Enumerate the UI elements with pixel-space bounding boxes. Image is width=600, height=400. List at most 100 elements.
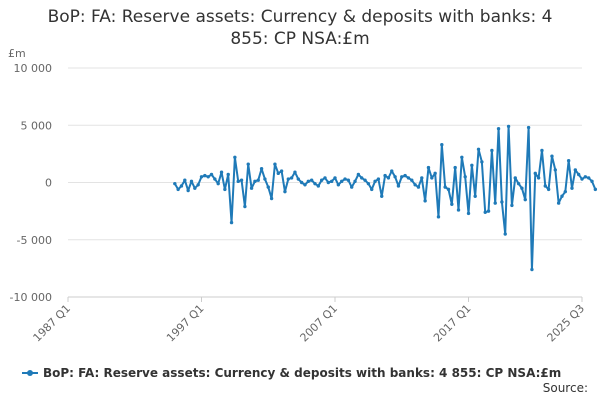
data-point[interactable] [573, 168, 578, 172]
data-point[interactable] [516, 181, 521, 186]
data-point[interactable] [543, 184, 547, 188]
data-point[interactable] [233, 155, 237, 160]
data-point[interactable] [239, 178, 244, 182]
data-point[interactable] [436, 215, 441, 219]
data-point[interactable] [446, 187, 451, 192]
data-point[interactable] [219, 170, 224, 174]
data-point[interactable] [339, 179, 344, 184]
data-point[interactable] [309, 178, 314, 182]
data-point[interactable] [473, 194, 477, 198]
data-point[interactable] [353, 179, 357, 184]
data-point[interactable] [236, 179, 240, 184]
data-point[interactable] [249, 186, 254, 190]
data-point[interactable] [510, 203, 514, 208]
data-point[interactable] [263, 177, 267, 181]
data-point[interactable] [256, 178, 260, 182]
data-point[interactable] [426, 165, 431, 170]
data-point[interactable] [583, 175, 588, 179]
data-point[interactable] [560, 194, 564, 198]
data-point[interactable] [553, 168, 557, 172]
data-point[interactable] [179, 184, 184, 188]
data-point[interactable] [480, 160, 484, 164]
data-point[interactable] [513, 176, 517, 180]
data-point[interactable] [420, 176, 424, 180]
data-point[interactable] [576, 172, 581, 177]
data-point[interactable] [526, 125, 531, 130]
data-point[interactable] [303, 183, 307, 187]
data-point[interactable] [393, 175, 397, 179]
data-point[interactable] [246, 162, 250, 166]
data-point[interactable] [450, 202, 454, 206]
data-point[interactable] [483, 210, 487, 214]
data-point[interactable] [370, 187, 374, 192]
data-point[interactable] [506, 124, 511, 129]
data-point[interactable] [410, 178, 414, 182]
data-point[interactable] [283, 189, 287, 194]
data-point[interactable] [380, 194, 384, 198]
data-point[interactable] [373, 179, 377, 184]
legend[interactable]: BoP: FA: Reserve assets: Currency & depo… [22, 366, 561, 380]
data-point[interactable] [229, 220, 234, 225]
data-point[interactable] [376, 177, 381, 181]
data-point[interactable] [486, 209, 491, 213]
data-point[interactable] [243, 204, 247, 209]
data-point[interactable] [563, 189, 568, 194]
data-point[interactable] [470, 163, 474, 168]
data-point[interactable] [269, 196, 274, 201]
data-point[interactable] [456, 208, 461, 212]
data-point[interactable] [276, 171, 280, 176]
data-point[interactable] [226, 172, 230, 177]
data-point[interactable] [466, 211, 471, 216]
data-point[interactable] [390, 169, 394, 173]
data-point[interactable] [336, 183, 341, 187]
data-point[interactable] [440, 143, 444, 147]
data-point[interactable] [396, 184, 401, 188]
data-point[interactable] [586, 176, 591, 180]
data-point[interactable] [536, 176, 541, 180]
data-point[interactable] [423, 199, 427, 203]
data-point[interactable] [286, 177, 290, 181]
data-point[interactable] [346, 178, 351, 182]
data-point[interactable] [490, 148, 494, 153]
data-point[interactable] [186, 188, 190, 193]
data-point[interactable] [493, 201, 497, 205]
data-point[interactable] [319, 178, 324, 182]
data-point[interactable] [343, 177, 347, 181]
data-point[interactable] [213, 177, 217, 181]
data-point[interactable] [203, 173, 207, 178]
data-point[interactable] [329, 179, 334, 184]
data-point[interactable] [193, 186, 197, 190]
data-point[interactable] [580, 177, 584, 181]
data-point[interactable] [273, 162, 277, 166]
data-point[interactable] [296, 177, 300, 181]
data-point[interactable] [406, 176, 411, 180]
data-point[interactable] [416, 185, 421, 189]
data-point[interactable] [279, 169, 284, 173]
data-point[interactable] [540, 148, 544, 153]
data-point[interactable] [206, 175, 210, 179]
data-point[interactable] [183, 178, 187, 182]
data-point[interactable] [383, 173, 387, 178]
data-point[interactable] [209, 172, 214, 177]
data-point[interactable] [550, 154, 554, 158]
data-point[interactable] [216, 181, 220, 186]
data-point[interactable] [313, 181, 317, 186]
data-point[interactable] [500, 200, 504, 204]
data-point[interactable] [366, 181, 371, 186]
data-point[interactable] [189, 179, 194, 184]
data-point[interactable] [453, 165, 457, 170]
data-point[interactable] [570, 186, 574, 190]
data-point[interactable] [413, 183, 417, 187]
data-point[interactable] [350, 185, 354, 189]
data-point[interactable] [496, 126, 501, 131]
data-point[interactable] [196, 183, 200, 187]
data-point[interactable] [223, 187, 227, 192]
data-point[interactable] [566, 159, 571, 163]
data-point[interactable] [289, 176, 294, 180]
data-point[interactable] [333, 176, 337, 180]
data-point[interactable] [460, 155, 464, 160]
data-point[interactable] [173, 181, 177, 186]
data-point[interactable] [176, 187, 180, 192]
data-point[interactable] [546, 187, 551, 192]
data-point[interactable] [323, 176, 327, 180]
